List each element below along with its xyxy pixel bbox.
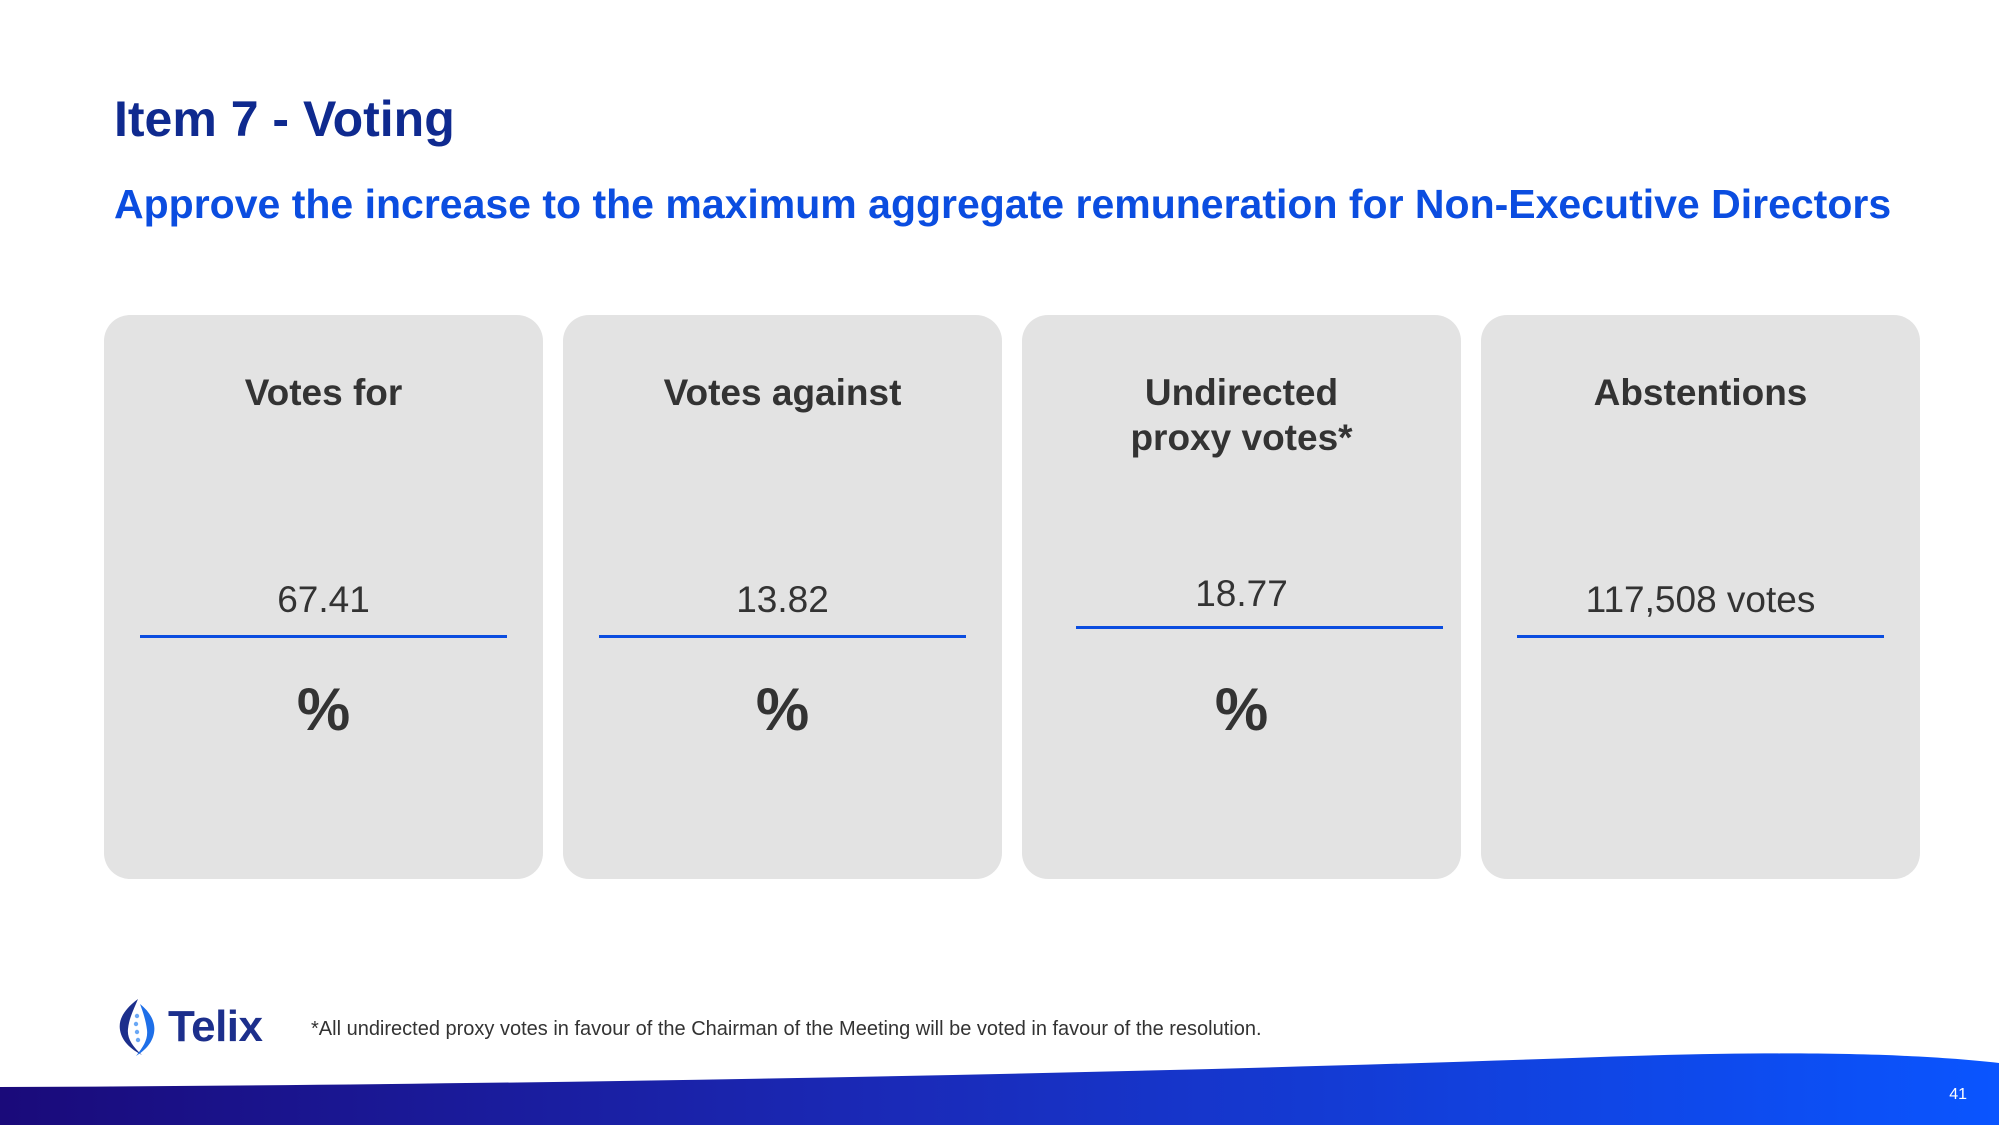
card-value: 67.41 — [277, 579, 370, 620]
card-heading: Votes against — [663, 372, 902, 413]
card-divider — [140, 635, 507, 638]
slide-subtitle: Approve the increase to the maximum aggr… — [114, 181, 1892, 227]
footnote: *All undirected proxy votes in favour of… — [311, 1018, 1262, 1040]
card-divider — [1076, 626, 1443, 629]
card-unit: % — [755, 676, 810, 743]
telix-logo: Telix — [112, 996, 263, 1058]
card-value: 18.77 — [1195, 573, 1288, 614]
card-value: 13.82 — [736, 579, 829, 620]
page-number: 41 — [1949, 1086, 1967, 1103]
telix-logo-text: Telix — [168, 1002, 263, 1051]
footer-wave — [0, 1053, 1999, 1125]
card-divider — [1517, 635, 1884, 638]
card-value: 117,508 votes — [1585, 579, 1816, 620]
slide-title: Item 7 - Voting — [114, 91, 455, 147]
abstentions-card: Abstentions 117,508 votes — [1481, 315, 1920, 879]
card-unit: % — [296, 676, 351, 743]
card-heading: Undirected proxy votes* — [1130, 372, 1353, 458]
card-heading: Abstentions — [1593, 372, 1808, 413]
card-heading: Votes for — [244, 372, 403, 413]
votes-against-card: Votes against 13.82 % — [563, 315, 1002, 879]
card-divider — [599, 635, 966, 638]
card-unit: % — [1214, 676, 1269, 743]
vote-cards: Votes for 67.41 % Votes against 13.82 % … — [104, 315, 1921, 879]
undirected-proxy-votes-card: Undirected proxy votes* 18.77 % — [1022, 315, 1461, 879]
telix-helix-icon — [119, 999, 155, 1056]
votes-for-card: Votes for 67.41 % — [104, 315, 543, 879]
